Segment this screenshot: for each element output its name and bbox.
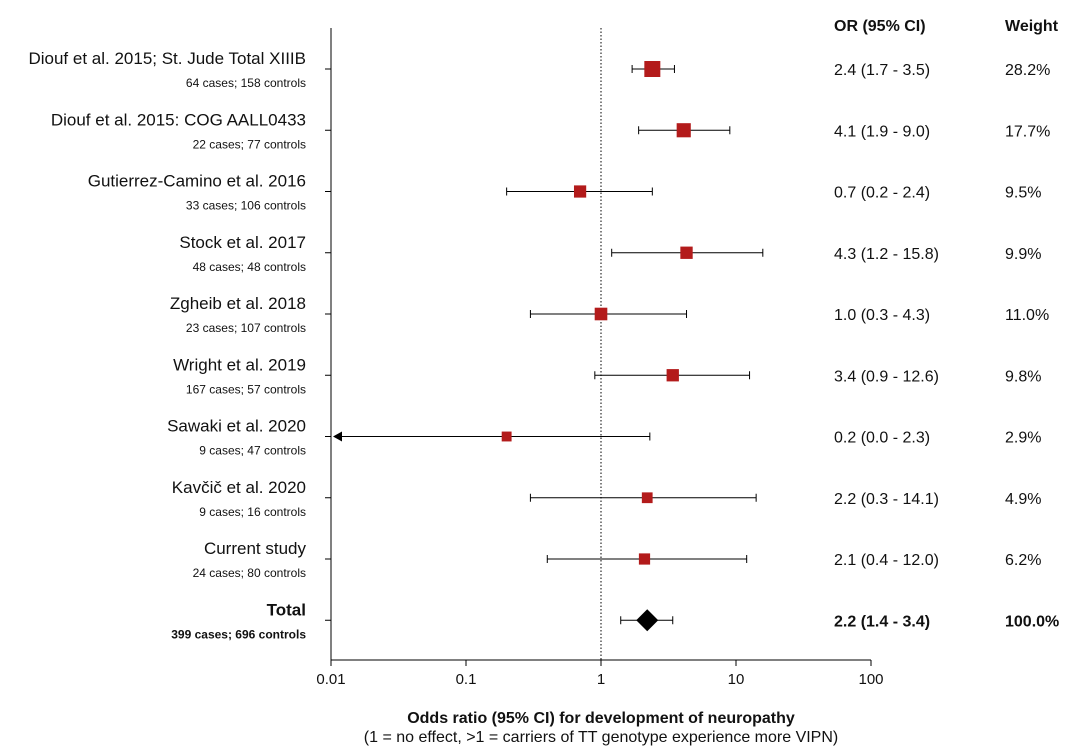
study-row: Stock et al. 2017 48 cases; 48 controls 4.… xyxy=(179,233,1041,274)
or-text: 4.3 (1.2 - 15.8) xyxy=(834,246,939,263)
study-name: Kavčič et al. 2020 xyxy=(172,478,306,497)
study-name: Zgheib et al. 2018 xyxy=(170,294,306,313)
total-or-text: 2.2 (1.4 - 3.4) xyxy=(834,613,930,630)
or-text: 1.0 (0.3 - 4.3) xyxy=(834,307,930,324)
x-tick-label: 100 xyxy=(858,671,883,688)
total-counts: 399 cases; 696 controls xyxy=(171,627,306,641)
point-estimate xyxy=(680,246,693,259)
study-name: Diouf et al. 2015; St. Jude Total XIIIB xyxy=(28,49,306,68)
study-name: Stock et al. 2017 xyxy=(179,233,306,252)
total-row: Total 399 cases; 696 controls 2.2 (1.4 - 3… xyxy=(171,600,1059,641)
total-diamond xyxy=(636,609,659,632)
study-row: Wright et al. 2019 167 cases; 57 controls… xyxy=(173,355,1041,396)
weight-column-header: Weight xyxy=(1005,18,1059,35)
study-counts: 9 cases; 47 controls xyxy=(199,444,306,458)
point-estimate xyxy=(676,123,691,138)
point-estimate xyxy=(594,307,608,321)
or-text: 4.1 (1.9 - 9.0) xyxy=(834,123,930,140)
study-row: Kavčič et al. 2020 9 cases; 16 controls 2.… xyxy=(172,478,1042,519)
point-estimate xyxy=(638,553,651,565)
x-tick-label: 1 xyxy=(597,671,605,688)
weight-text: 11.0% xyxy=(1005,307,1049,324)
or-text: 2.4 (1.7 - 3.5) xyxy=(834,62,930,79)
or-column-header: OR (95% CI) xyxy=(834,18,926,35)
x-axis-sublabel: (1 = no effect, >1 = carriers of TT geno… xyxy=(364,729,838,746)
study-name: Current study xyxy=(204,539,307,558)
weight-text: 17.7% xyxy=(1005,123,1050,140)
point-estimate xyxy=(501,431,512,442)
study-counts: 64 cases; 158 controls xyxy=(186,76,306,90)
study-name: Wright et al. 2019 xyxy=(173,355,306,374)
study-counts: 33 cases; 106 controls xyxy=(186,199,306,213)
rows-layer: Diouf et al. 2015; St. Jude Total XIIIB 6… xyxy=(28,49,1059,641)
x-tick-label: 0.01 xyxy=(316,671,345,688)
point-estimate xyxy=(641,492,653,504)
or-text: 0.7 (0.2 - 2.4) xyxy=(834,185,930,202)
x-axis-label: Odds ratio (95% CI) for development of n… xyxy=(407,710,795,727)
study-row: Diouf et al. 2015: COG AALL0433 22 cases;… xyxy=(51,110,1051,151)
study-row: Gutierrez-Camino et al. 2016 33 cases; 10… xyxy=(88,172,1042,213)
study-row: Zgheib et al. 2018 23 cases; 107 controls… xyxy=(170,294,1049,335)
weight-text: 2.9% xyxy=(1005,430,1041,447)
study-counts: 22 cases; 77 controls xyxy=(193,137,306,151)
study-counts: 24 cases; 80 controls xyxy=(193,566,306,580)
study-row: Sawaki et al. 2020 9 cases; 47 controls 0.… xyxy=(167,417,1041,458)
point-estimate xyxy=(666,369,679,382)
x-tick-label: 0.1 xyxy=(456,671,477,688)
weight-text: 6.2% xyxy=(1005,552,1041,569)
total-label: Total xyxy=(267,600,306,619)
study-counts: 23 cases; 107 controls xyxy=(186,321,306,335)
weight-text: 9.9% xyxy=(1005,246,1041,263)
ci-arrow xyxy=(333,431,342,442)
or-text: 2.1 (0.4 - 12.0) xyxy=(834,552,939,569)
study-row: Current study 24 cases; 80 controls 2.1 (0… xyxy=(193,539,1042,580)
point-estimate xyxy=(573,185,587,198)
or-text: 0.2 (0.0 - 2.3) xyxy=(834,430,930,447)
weight-text: 4.9% xyxy=(1005,491,1041,508)
or-text: 2.2 (0.3 - 14.1) xyxy=(834,491,939,508)
study-counts: 167 cases; 57 controls xyxy=(186,382,306,396)
weight-text: 28.2% xyxy=(1005,62,1050,79)
study-name: Diouf et al. 2015: COG AALL0433 xyxy=(51,110,306,129)
study-row: Diouf et al. 2015; St. Jude Total XIIIB 6… xyxy=(28,49,1050,90)
point-estimate xyxy=(644,61,661,77)
weight-text: 9.5% xyxy=(1005,185,1041,202)
total-weight-text: 100.0% xyxy=(1005,613,1059,630)
x-tick-label: 10 xyxy=(728,671,745,688)
study-name: Sawaki et al. 2020 xyxy=(167,417,306,436)
or-text: 3.4 (0.9 - 12.6) xyxy=(834,368,939,385)
weight-text: 9.8% xyxy=(1005,368,1041,385)
study-counts: 48 cases; 48 controls xyxy=(193,260,306,274)
study-counts: 9 cases; 16 controls xyxy=(199,505,306,519)
study-name: Gutierrez-Camino et al. 2016 xyxy=(88,172,306,191)
axis-layer: 0.01 0.1 1 10 100 xyxy=(316,28,884,688)
